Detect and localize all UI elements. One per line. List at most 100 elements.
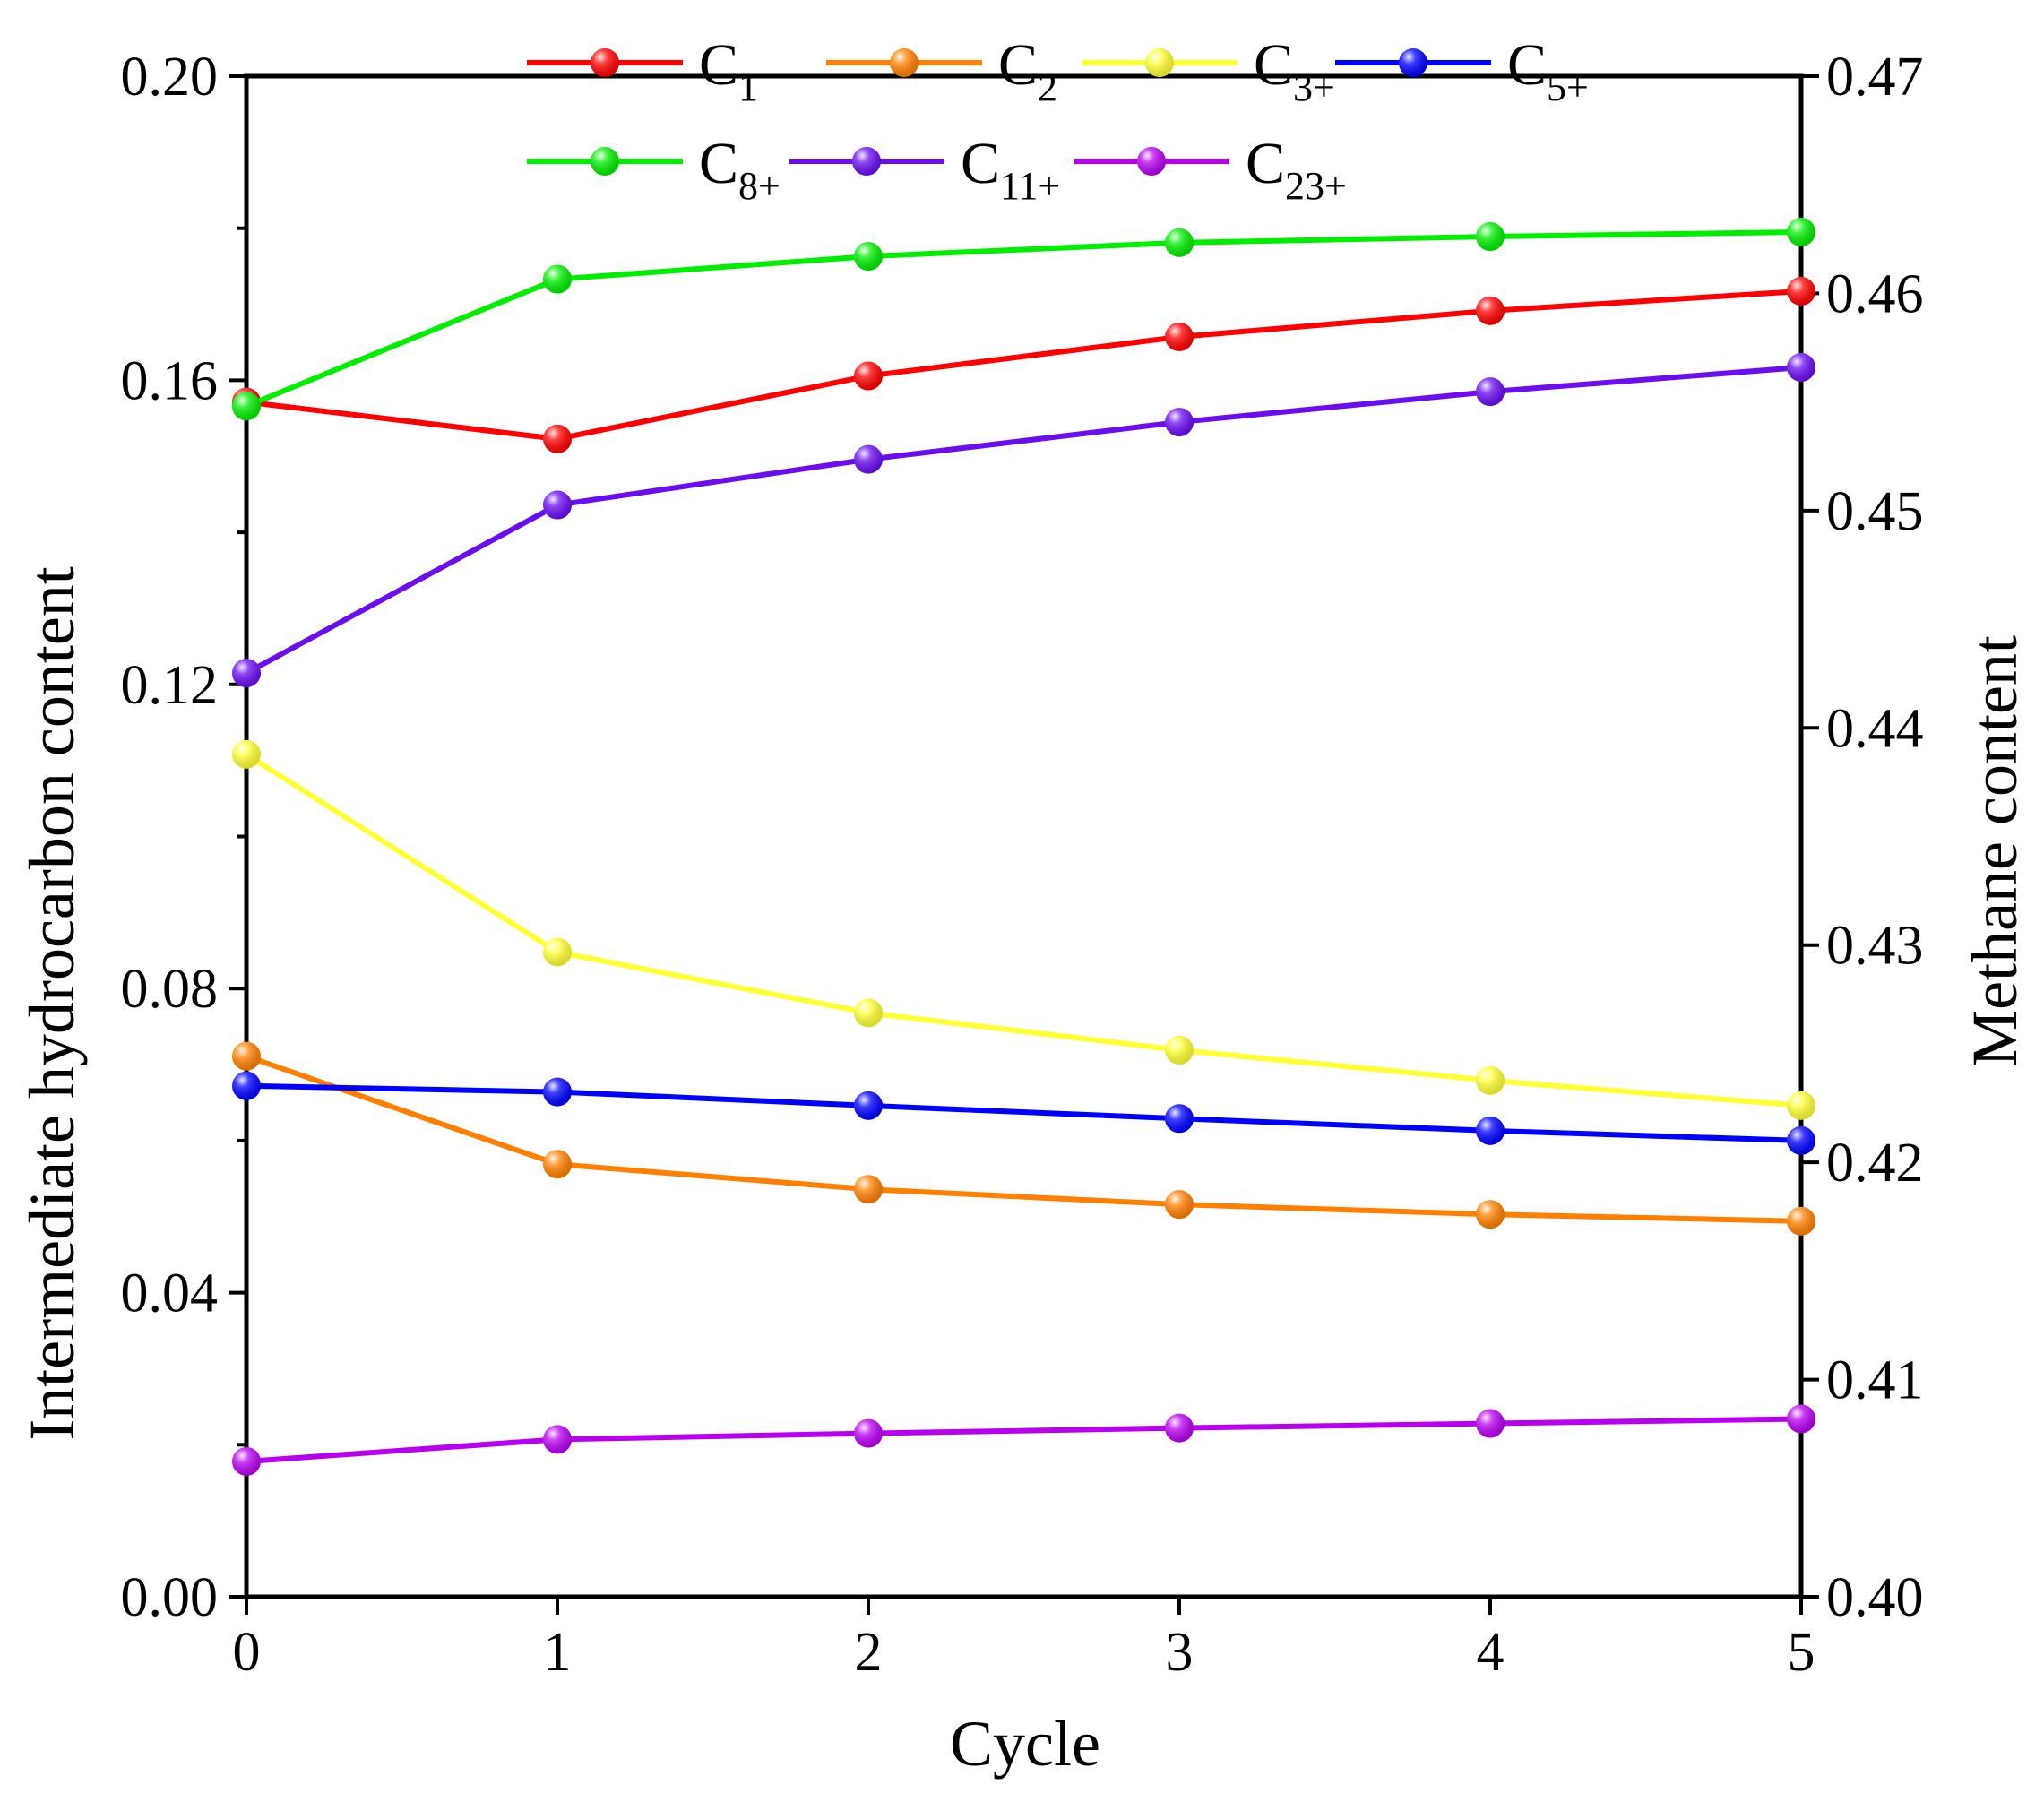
data-point-highlight [854,1418,883,1448]
series-line-c3 [245,752,1802,1108]
y-right-tick-label: 0.46 [1826,263,1924,324]
data-point-highlight [1787,1091,1815,1120]
series-c11 [232,352,1815,688]
y-left-tick-label: 0.20 [121,47,219,108]
data-point-highlight [1476,296,1505,325]
legend-marker-highlight [1399,48,1427,77]
data-point-highlight [1787,217,1815,246]
y-axis-right-label: Methane content [1959,635,2031,1067]
data-point-highlight [1787,1206,1815,1236]
series-line-c5 [246,1082,1802,1143]
data-point-highlight [1165,1035,1194,1065]
data-point-highlight [854,444,883,474]
series-c5 [232,1071,1815,1155]
data-point-highlight [1476,1409,1505,1438]
data-point-highlight [1787,1404,1815,1434]
legend-marker-highlight [852,147,881,176]
legend-label-subscript: 2 [1038,65,1057,109]
data-point-highlight [854,1091,883,1120]
legend-label-subscript: 1 [738,65,758,109]
legend-label-base: C [961,131,1000,196]
data-point-highlight [232,659,261,688]
legend-item-c11: C11+ [789,131,1060,208]
series-line-c8 [245,228,1802,410]
series-c8 [232,217,1815,421]
legend-label-base: C [699,32,738,98]
legend-item-c8: C8+ [527,131,781,208]
series-line-c11 [245,364,1802,676]
legend-label: C1 [699,32,758,109]
y-axis-left-label: Intermediate hydrocarbon content [16,566,88,1441]
data-point-highlight [1165,1413,1194,1443]
x-axis-label: Cycle [950,1708,1100,1780]
legend-label: C11+ [961,131,1060,208]
y-left-tick-label: 0.08 [121,959,219,1020]
legend-item-c23: C23+ [1074,131,1347,208]
series-c3 [232,739,1815,1120]
x-tick-label: 1 [544,1622,572,1683]
legend-label-subscript: 11+ [1000,164,1060,208]
series-line-c2 [246,1053,1802,1224]
data-point-highlight [543,1425,572,1454]
data-point-highlight [1476,377,1505,407]
y-right-tick-label: 0.40 [1826,1567,1924,1628]
legend-marker-highlight [1145,48,1174,77]
y-right-tick-label: 0.44 [1826,698,1924,759]
data-point-highlight [1787,1125,1815,1155]
y-left-tick-label: 0.12 [121,655,219,716]
legend-label: C5+ [1507,32,1589,109]
data-point-highlight [232,1071,261,1100]
series-c23 [232,1404,1815,1476]
data-point-highlight [232,1041,261,1071]
data-point-highlight [1476,1065,1505,1095]
legend-label-base: C [1507,32,1547,98]
legend-marker-highlight [1137,147,1166,176]
legend-label-base: C [1254,32,1293,98]
series-layer [232,217,1815,1476]
data-point-highlight [543,1150,572,1179]
x-tick-label: 3 [1166,1622,1194,1683]
legend-item-c5: C5+ [1335,32,1589,109]
legend: C1 C2 C3+ C5+C8+ C11+ C23+ [527,32,1589,208]
legend-label: C8+ [699,131,781,208]
data-point-highlight [1165,1190,1194,1220]
legend-label-subscript: 23+ [1285,164,1347,208]
axes: 0 1 2 3 4 5 0.00 0.04 0.08 0.12 0.16 0.20 0.40 0.41 0.… [121,47,1924,1683]
legend-marker-highlight [890,48,919,77]
data-point-highlight [543,1077,572,1107]
data-point-highlight [543,424,572,453]
legend-marker-highlight [591,48,619,77]
legend-label-subscript: 5+ [1547,65,1589,109]
data-point-highlight [232,1446,261,1476]
data-point-highlight [1165,322,1194,351]
data-point-highlight [1476,1116,1505,1145]
y-right-tick-label: 0.42 [1826,1133,1924,1194]
legend-label-base: C [699,131,738,196]
y-left-tick-label: 0.04 [121,1263,219,1324]
data-point-highlight [854,361,883,391]
legend-label-base: C [1246,131,1285,196]
data-point-highlight [1165,228,1194,257]
legend-label-base: C [998,32,1038,98]
legend-label: C2 [998,32,1057,109]
series-line-c1 [246,289,1802,442]
legend-marker-highlight [591,147,619,176]
data-point-highlight [1787,352,1815,382]
data-point-highlight [1476,1200,1505,1229]
legend-item-c1: C1 [527,32,758,109]
data-point-highlight [1787,277,1815,306]
legend-label: C3+ [1254,32,1335,109]
data-point-highlight [1165,1104,1194,1134]
data-point-highlight [1476,222,1505,252]
series-line-c23 [246,1416,1802,1464]
y-left-tick-label: 0.16 [121,350,219,411]
legend-label-subscript: 8+ [738,164,781,208]
data-point-highlight [854,998,883,1028]
legend-item-c2: C2 [826,32,1057,109]
data-point-highlight [232,739,261,769]
y-right-tick-label: 0.45 [1826,481,1924,542]
data-point-highlight [854,242,883,272]
series-c1 [232,277,1815,453]
legend-label-subscript: 3+ [1293,65,1335,109]
